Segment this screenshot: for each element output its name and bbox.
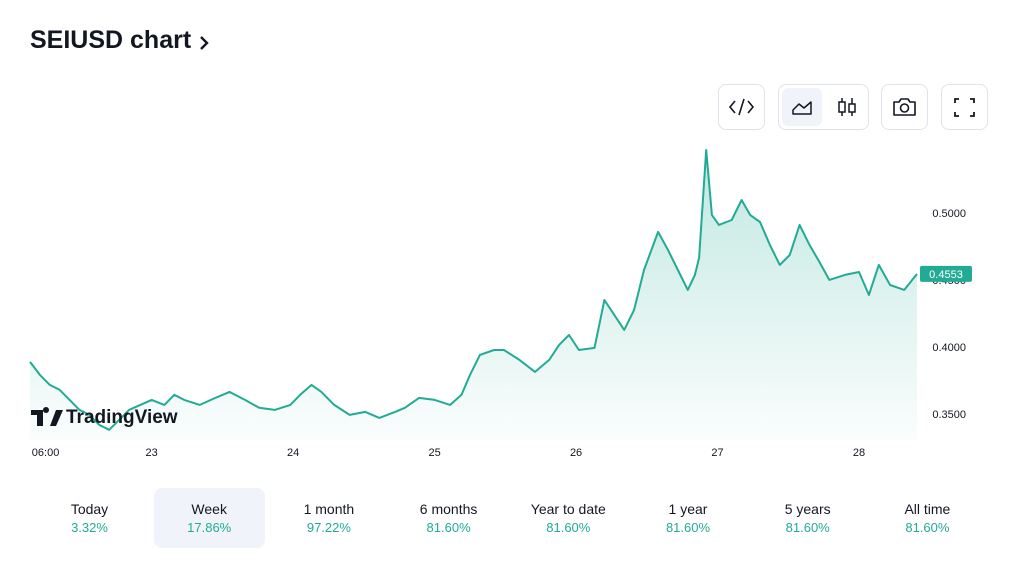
watermark: TradingView xyxy=(31,406,178,428)
last-price-badge xyxy=(920,265,972,282)
embed-button[interactable] xyxy=(718,84,765,130)
period-change: 81.60% xyxy=(426,520,471,535)
period-change: 81.60% xyxy=(785,520,830,535)
x-tick-label: 24 xyxy=(287,447,299,459)
period-tab[interactable]: Year to date 81.60% xyxy=(513,488,624,548)
period-change: 3.32% xyxy=(71,520,108,535)
watermark-logo xyxy=(31,406,63,426)
period-tab[interactable]: 1 year 81.60% xyxy=(633,488,744,548)
period-label: Today xyxy=(70,501,109,517)
period-tab[interactable]: Today 3.32% xyxy=(34,488,145,548)
candle-icon[interactable] xyxy=(827,88,867,126)
y-tick-label: 0.4000 xyxy=(932,342,966,354)
line-style-button[interactable] xyxy=(782,88,822,126)
period-label: 5 years xyxy=(784,501,831,517)
y-tick-label: 0.5000 xyxy=(932,208,966,220)
chevron-icon[interactable] xyxy=(198,35,210,51)
period-tab[interactable]: Week 17.86% xyxy=(153,488,265,548)
fullscreen-button[interactable] xyxy=(941,84,988,130)
snapshot-button[interactable] xyxy=(881,84,928,130)
watermark-text: TradingView xyxy=(66,407,178,428)
period-label: Year to date xyxy=(530,501,606,517)
last-price-label: 0.4553 xyxy=(929,269,963,281)
period-tab[interactable]: 1 month 97.22% xyxy=(273,488,384,548)
code-icon xyxy=(728,98,755,116)
x-tick-label: 27 xyxy=(711,447,723,459)
x-tick-label: 28 xyxy=(853,447,865,459)
period-label: Week xyxy=(191,501,227,517)
period-label: 6 months xyxy=(419,501,478,517)
chart: 0.35000.40000.45000.500006:0023242526272… xyxy=(29,149,972,459)
area-icon xyxy=(792,101,812,115)
period-tab[interactable]: All time 81.60% xyxy=(872,488,983,548)
title[interactable]: SEIUSD chart xyxy=(30,26,192,54)
period-change: 17.86% xyxy=(187,520,232,535)
y-tick-label: 0.3500 xyxy=(932,409,966,421)
period-tab[interactable]: 5 years 81.60% xyxy=(752,488,863,548)
period-change: 81.60% xyxy=(546,520,591,535)
chart-style-group xyxy=(778,84,869,130)
period-change: 81.60% xyxy=(665,520,711,535)
period-tab[interactable]: 6 months 81.60% xyxy=(393,488,504,548)
x-tick-label: 23 xyxy=(146,447,158,459)
period-label: 1 month xyxy=(303,501,355,517)
period-label: 1 year xyxy=(668,501,708,517)
period-label: All time xyxy=(904,501,951,517)
price-line xyxy=(29,149,918,431)
fullscreen-icon xyxy=(954,98,975,117)
x-tick-label: 06:00 xyxy=(32,447,60,459)
x-tick-label: 26 xyxy=(570,447,582,459)
period-change: 81.60% xyxy=(905,520,950,535)
camera-icon xyxy=(893,98,916,116)
x-tick-label: 25 xyxy=(428,447,440,459)
area xyxy=(30,150,917,440)
period-change: 97.22% xyxy=(306,520,351,535)
